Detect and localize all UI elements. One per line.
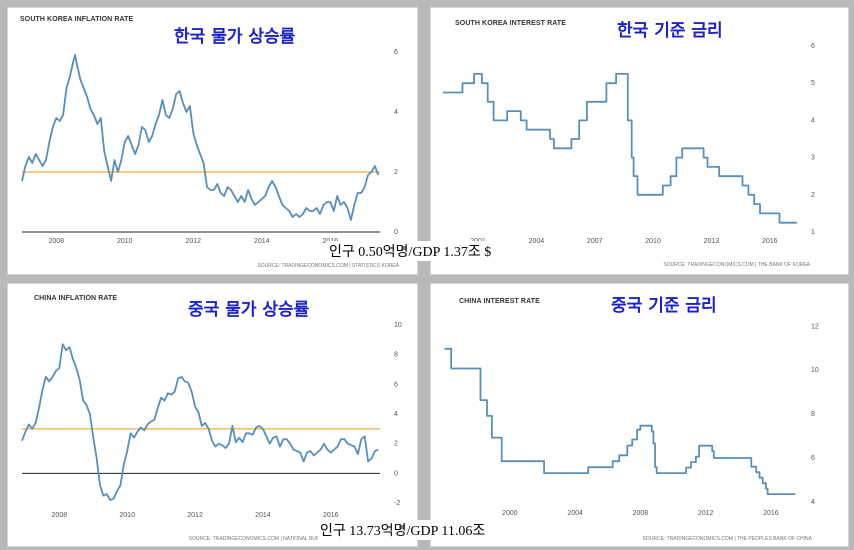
chart-source: SOURCE: TRADINGECONOMICS.COM | NATIONAL …	[188, 536, 393, 542]
chart-panel-korea-interest: 123456200120042007201020132016 SOUTH KOR…	[430, 7, 849, 275]
korea-inflation-chart: 024620082010201220142016	[21, 49, 398, 245]
chart-title: CHINA INFLATION RATE	[34, 295, 118, 302]
korea-interest-chart: 123456200120042007201020132016	[443, 43, 815, 245]
y-tick-label: 2	[394, 441, 398, 448]
y-tick-label: 6	[811, 43, 815, 50]
y-tick-label: 3	[811, 155, 815, 162]
y-tick-label: 8	[811, 411, 815, 418]
series-line	[444, 347, 796, 495]
chart-panel-china-inflation: -2 0 2 4 6 8 10 2008 2010 2012 2014 2016 CHINA INFL…	[7, 283, 418, 547]
x-tick-label: 2012	[698, 510, 714, 517]
y-tick-label: 10	[811, 367, 819, 374]
y-tick-label: 1	[811, 229, 815, 236]
y-tick-label: 5	[811, 80, 815, 87]
y-tick-label: 4	[811, 117, 815, 124]
korean-chart-title: 중국 기준 금리	[611, 296, 717, 316]
x-tick-label: 2004	[529, 238, 545, 245]
chart-source: SOURCE: TRADINGECONOMICS.COM | THE BANK …	[663, 262, 810, 268]
x-tick-label: 2013	[704, 238, 720, 245]
y-tick-label: 6	[811, 455, 815, 462]
series-line	[21, 343, 379, 501]
korean-chart-title: 한국 물가 상승률	[174, 27, 296, 47]
x-tick-label: 2016	[763, 510, 779, 517]
series-line	[21, 54, 380, 221]
x-tick-label: 2010	[119, 512, 135, 519]
x-tick-label: 2008	[633, 510, 649, 517]
y-tick-label: 2	[394, 169, 398, 176]
chart-panel-china-interest: 4 6 8 10 12 2000 2004 2008 2012 2016 CHINA INTERE…	[430, 283, 849, 547]
x-tick-label: 2014	[254, 238, 270, 245]
y-tick-label: 4	[811, 499, 815, 506]
x-tick-label: 2014	[255, 512, 271, 519]
y-tick-label: 0	[394, 470, 398, 477]
china-inflation-chart: -2 0 2 4 6 8 10 2008 2010 2012 2014 2016	[21, 322, 402, 519]
chart-panel-korea-inflation: 024620082010201220142016 SOUTH KOREA INF…	[7, 7, 418, 275]
chart-title: SOUTH KOREA INFLATION RATE	[20, 16, 134, 23]
y-tick-label: 12	[811, 323, 819, 330]
x-tick-label: 2004	[567, 510, 583, 517]
china-interest-chart: 4 6 8 10 12 2000 2004 2008 2012 2016	[444, 323, 819, 517]
series-line	[443, 73, 797, 224]
x-tick-label: 2012	[187, 512, 203, 519]
x-tick-label: 2007	[587, 238, 603, 245]
chart-source: SOURCE: TRADINGECONOMICS.COM | STATISTIC…	[257, 263, 399, 269]
chart-source: SOURCE: TRADINGECONOMICS.COM | THE PEOPL…	[642, 536, 812, 542]
x-tick-label: 2012	[186, 238, 202, 245]
y-tick-label: 0	[394, 229, 398, 236]
x-tick-label: 2000	[502, 510, 518, 517]
korea-population-gdp-caption: 인구 0.50억명/GDP 1.37조 $	[327, 241, 494, 261]
x-tick-label: 2010	[645, 238, 661, 245]
y-tick-label: 6	[394, 381, 398, 388]
y-tick-label: -2	[394, 500, 400, 507]
y-tick-label: 4	[394, 109, 398, 116]
y-tick-label: 4	[394, 411, 398, 418]
x-tick-label: 2016	[762, 238, 778, 245]
x-tick-label: 2010	[117, 238, 133, 245]
y-tick-label: 10	[394, 322, 402, 329]
korean-chart-title: 중국 물가 상승률	[188, 300, 310, 320]
x-tick-label: 2008	[52, 512, 68, 519]
y-tick-label: 2	[811, 192, 815, 199]
y-tick-label: 6	[394, 49, 398, 56]
chart-title: CHINA INTEREST RATE	[459, 298, 540, 305]
x-tick-label: 2008	[48, 238, 64, 245]
x-tick-label: 2016	[323, 512, 339, 519]
y-tick-label: 8	[394, 352, 398, 359]
chart-title: SOUTH KOREA INTEREST RATE	[455, 20, 567, 27]
korean-chart-title: 한국 기준 금리	[617, 21, 723, 41]
china-population-gdp-caption: 인구 13.73억명/GDP 11.06조	[318, 520, 488, 540]
